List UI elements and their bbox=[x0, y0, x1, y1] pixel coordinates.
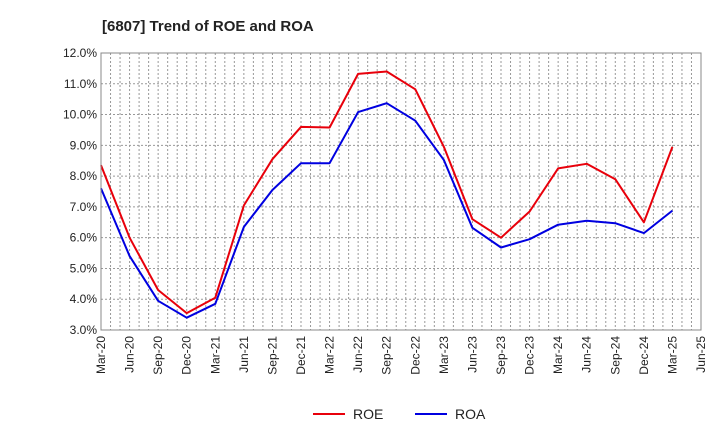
legend: ROE ROA bbox=[313, 406, 486, 422]
y-tick-label: 6.0% bbox=[70, 231, 98, 245]
x-tick-label: Mar-22 bbox=[323, 336, 337, 374]
series-lines bbox=[100, 70, 674, 319]
x-tick-label: Sep-20 bbox=[151, 336, 165, 375]
x-tick-label: Sep-21 bbox=[265, 336, 279, 375]
x-tick-label: Jun-20 bbox=[123, 336, 137, 373]
legend-label-roa: ROA bbox=[455, 406, 486, 422]
y-axis-ticks: 3.0% 4.0% 5.0% 6.0% 7.0% 8.0% 9.0% 10.0% 11.0% 12… bbox=[63, 46, 97, 337]
y-tick-label: 11.0% bbox=[64, 77, 97, 91]
chart-title: [6807] Trend of ROE and ROA bbox=[102, 18, 314, 35]
legend-label-roe: ROE bbox=[353, 406, 383, 422]
y-tick-label: 12.0% bbox=[63, 46, 97, 60]
x-tick-label: Jun-21 bbox=[237, 336, 251, 373]
x-tick-label: Mar-24 bbox=[551, 336, 565, 374]
x-tick-label: Sep-22 bbox=[380, 336, 394, 375]
y-tick-label: 3.0% bbox=[70, 323, 98, 337]
grid bbox=[100, 52, 702, 331]
x-tick-label: Dec-22 bbox=[408, 336, 422, 375]
x-tick-label: Dec-20 bbox=[180, 336, 194, 375]
series-line-roe bbox=[100, 70, 674, 315]
x-tick-label: Mar-21 bbox=[208, 336, 222, 374]
x-tick-label: Jun-23 bbox=[465, 336, 479, 373]
x-tick-label: Dec-23 bbox=[523, 336, 537, 375]
y-tick-label: 4.0% bbox=[70, 292, 98, 306]
x-axis-ticks: Mar-20 Jun-20 Sep-20 Dec-20 Mar-21 Jun-21 Sep-… bbox=[94, 336, 708, 375]
y-tick-label: 10.0% bbox=[63, 108, 97, 122]
x-tick-label: Mar-23 bbox=[437, 336, 451, 374]
y-tick-label: 8.0% bbox=[70, 169, 98, 183]
x-tick-label: Mar-20 bbox=[94, 336, 108, 374]
series-line-roa bbox=[100, 102, 674, 319]
y-tick-label: 7.0% bbox=[70, 200, 98, 214]
x-tick-label: Dec-21 bbox=[294, 336, 308, 375]
plot-border bbox=[100, 52, 702, 331]
y-tick-label: 9.0% bbox=[70, 138, 98, 152]
x-tick-label: Dec-24 bbox=[637, 336, 651, 375]
x-tick-label: Jun-22 bbox=[351, 336, 365, 373]
x-tick-label: Jun-25 bbox=[694, 336, 708, 373]
x-tick-label: Jun-24 bbox=[580, 336, 594, 373]
x-tick-label: Sep-24 bbox=[608, 336, 622, 375]
x-tick-label: Sep-23 bbox=[494, 336, 508, 375]
y-tick-label: 5.0% bbox=[70, 261, 98, 275]
x-tick-label: Mar-25 bbox=[665, 336, 679, 374]
